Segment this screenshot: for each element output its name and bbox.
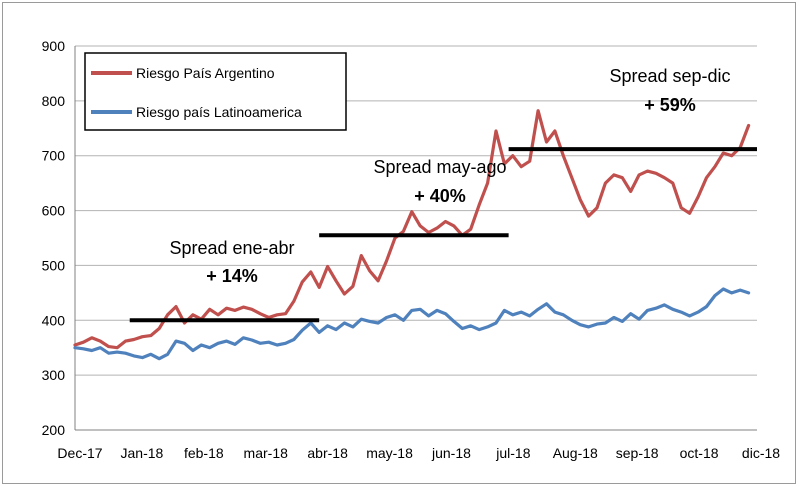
annotation-label: Spread may-ago: [373, 157, 506, 177]
annotation-ene-abr: Spread ene-abr + 14%: [169, 238, 294, 286]
spread-levels: [129, 147, 757, 323]
y-tick-label: 700: [42, 148, 66, 164]
annotation-label: Spread sep-dic: [609, 66, 730, 86]
y-tick-label: 800: [42, 93, 66, 109]
y-tick-label: 600: [42, 203, 66, 219]
x-tick-label: sep-18: [616, 445, 659, 461]
x-tick-label: jun-18: [431, 445, 471, 461]
x-tick-label: jul-18: [495, 445, 530, 461]
legend-label-latam: Riesgo país Latinoamerica: [136, 104, 302, 120]
legend: Riesgo País Argentino Riesgo país Latino…: [84, 52, 347, 131]
x-tick-label: Jan-18: [121, 445, 164, 461]
y-tick-label: 200: [42, 422, 66, 438]
y-tick-label: 400: [42, 312, 66, 328]
annotation-may-ago: Spread may-ago + 40%: [373, 157, 506, 206]
series-line-latam: [73, 287, 751, 361]
x-tick-label: feb-18: [184, 445, 224, 461]
y-tick-label: 900: [42, 38, 66, 54]
y-tick-label: 500: [42, 257, 66, 273]
annotation-sep-dic: Spread sep-dic + 59%: [609, 66, 730, 115]
x-tick-label: Aug-18: [553, 445, 598, 461]
y-axis: 200 300 400 500 600 700 800 900: [42, 38, 76, 438]
x-tick-label: abr-18: [307, 445, 348, 461]
annotation-value: + 59%: [644, 95, 696, 115]
x-tick-label: Dec-17: [57, 445, 102, 461]
y-tick-label: 300: [42, 367, 66, 383]
legend-box: [84, 52, 347, 131]
x-tick-label: dic-18: [742, 445, 780, 461]
annotation-value: + 14%: [206, 266, 258, 286]
x-tick-label: mar-18: [244, 445, 289, 461]
x-axis: Dec-17 Jan-18 feb-18 mar-18 abr-18 may-18 jun-…: [57, 429, 780, 461]
x-tick-label: may-18: [366, 445, 413, 461]
legend-label-argentina: Riesgo País Argentino: [136, 65, 275, 81]
annotation-label: Spread ene-abr: [169, 238, 294, 258]
annotation-value: + 40%: [414, 186, 466, 206]
x-tick-label: oct-18: [680, 445, 719, 461]
